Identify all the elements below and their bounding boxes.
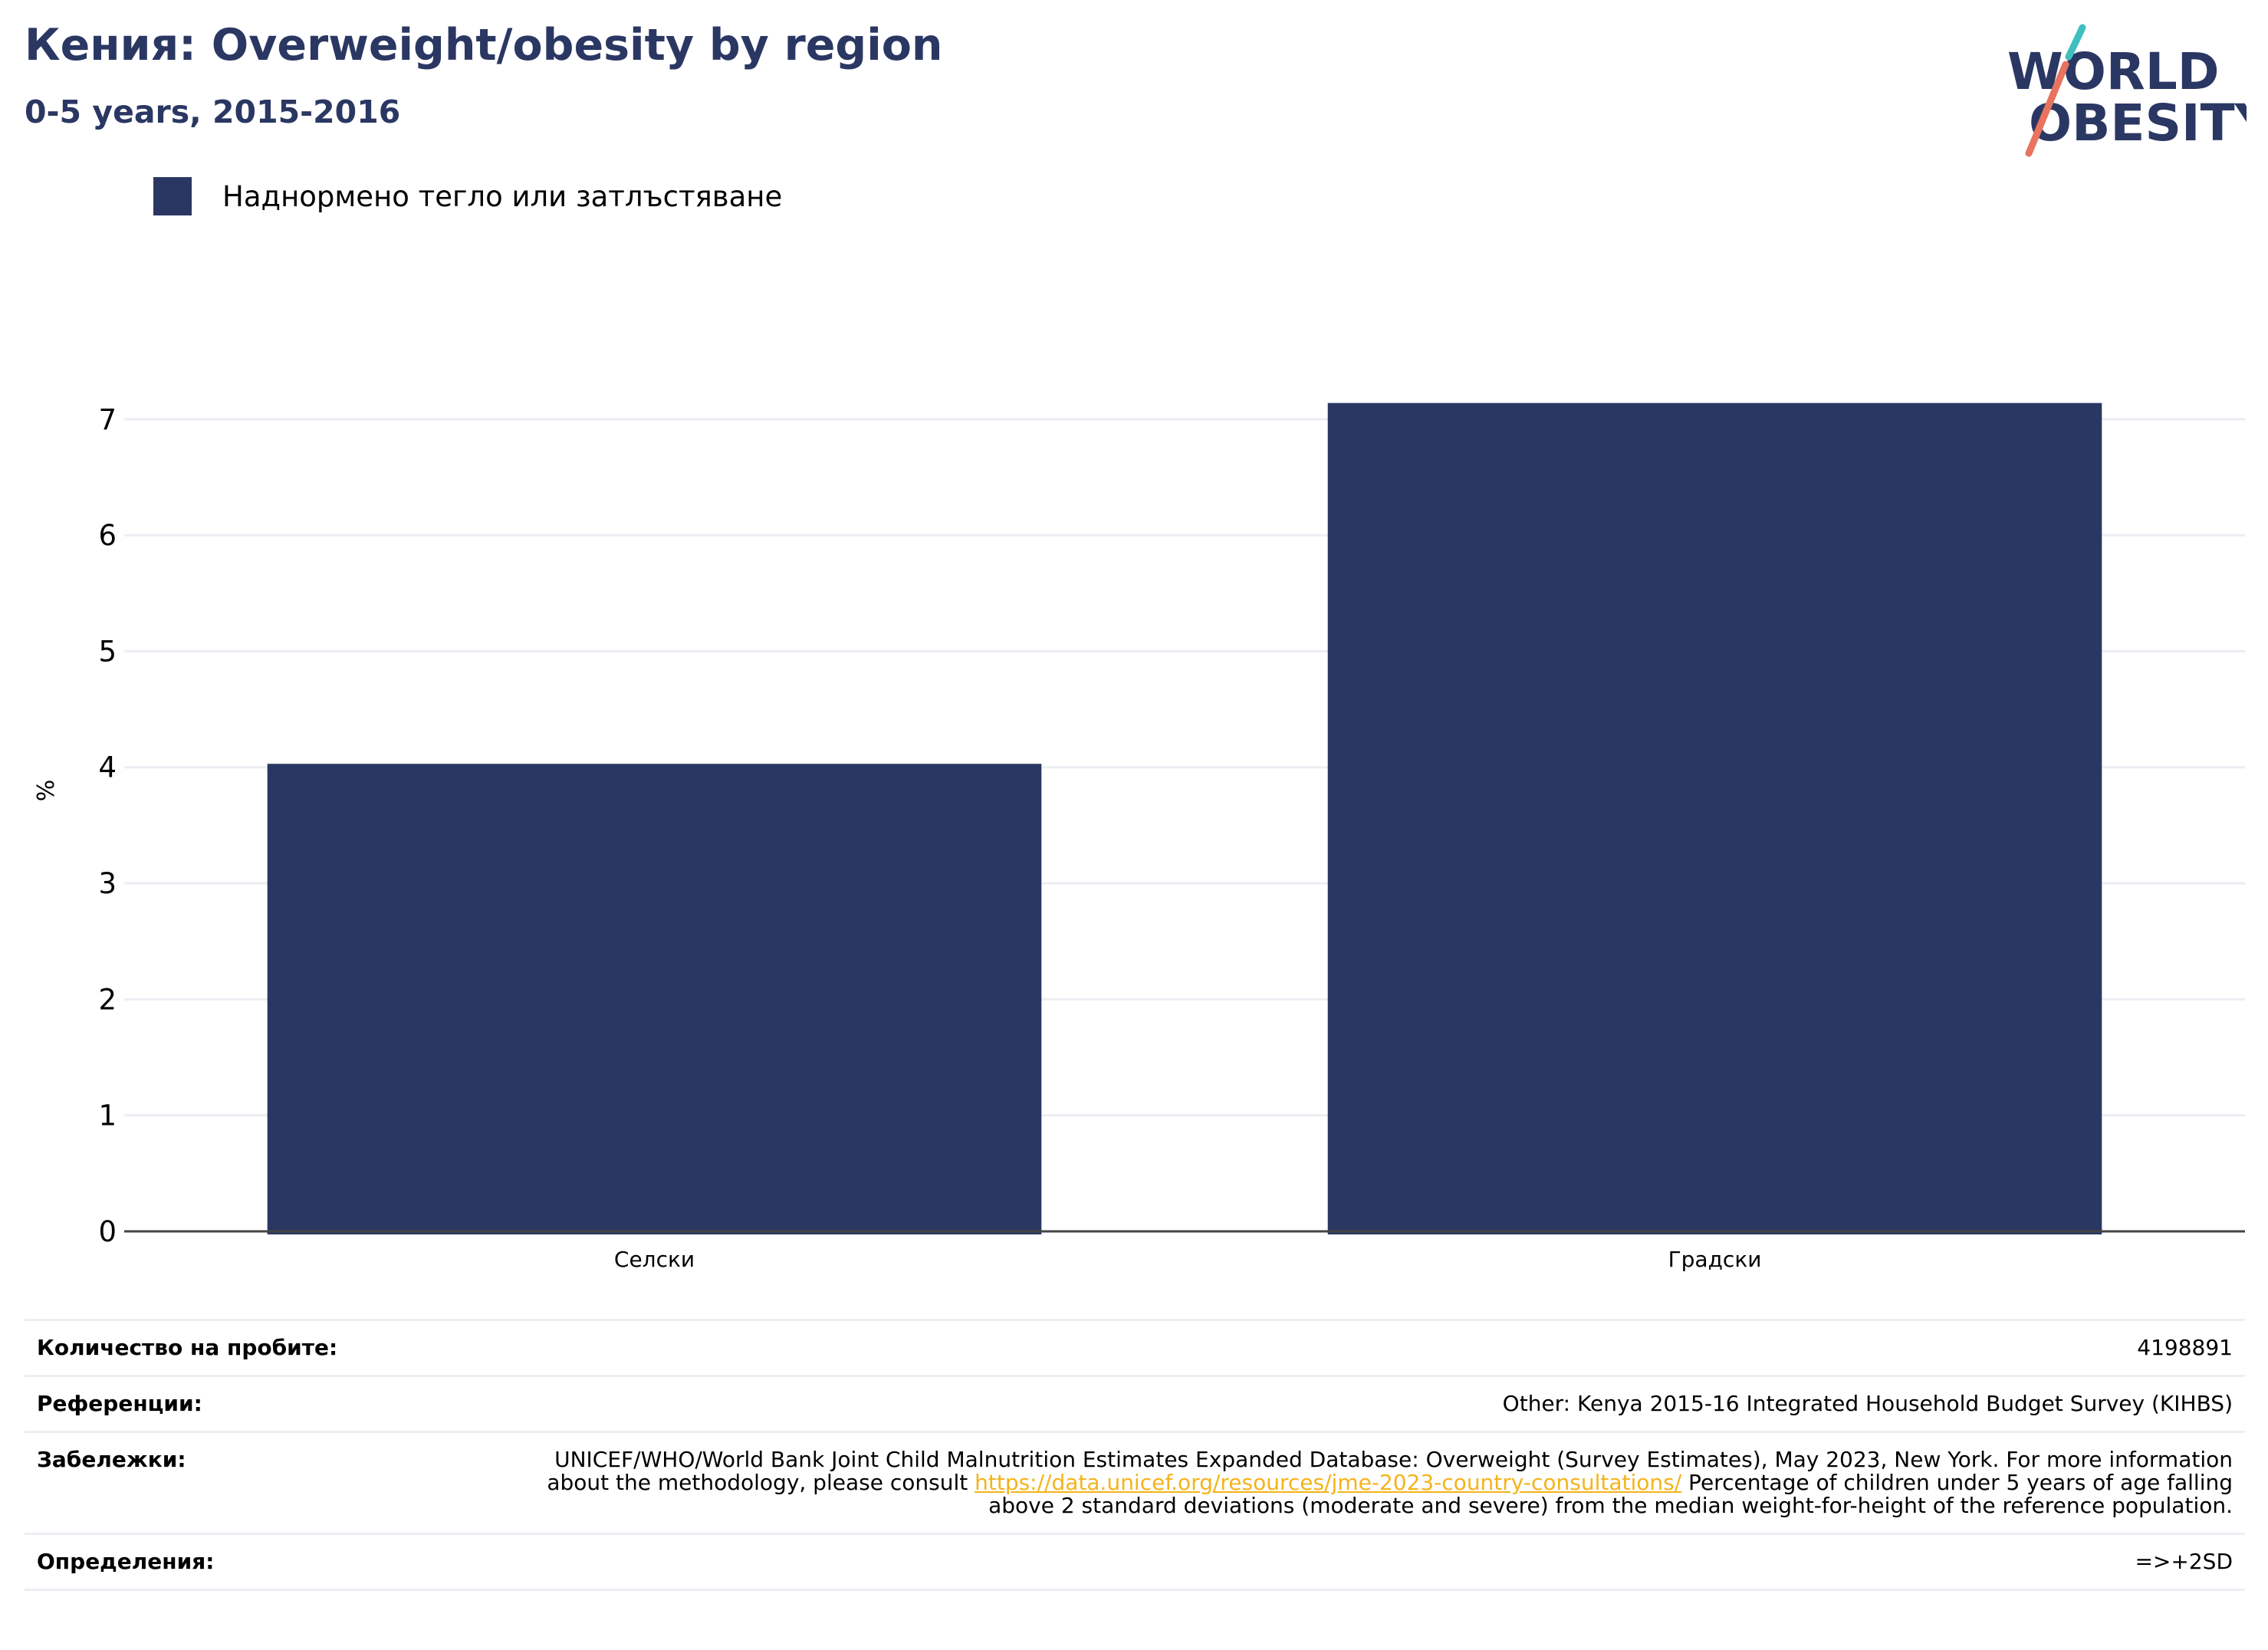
x-tick-label: Селски [614,1247,695,1272]
x-tick-label: Градски [1668,1247,1762,1272]
info-row-sample: Количество на пробите: 4198891 [25,1320,2245,1376]
y-tick-label: 6 [98,519,117,552]
world-obesity-logo: WORLD OBESITY [2007,24,2247,157]
info-row-definitions: Определения: =>+2SD [25,1533,2245,1590]
bar [1327,403,2102,1235]
y-tick-label: 4 [98,751,117,784]
definitions-value: =>+2SD [2135,1549,2233,1574]
y-tick-label: 2 [98,983,117,1016]
notes-link[interactable]: https://data.unicef.org/resources/jme-20… [975,1470,1682,1495]
sample-label: Количество на пробите: [37,1335,338,1360]
y-tick-label: 0 [98,1215,117,1248]
references-value: Other: Kenya 2015-16 Integrated Househol… [1502,1391,2233,1416]
notes-value: UNICEF/WHO/World Bank Joint Child Malnut… [478,1432,2245,1534]
legend-label: Наднормено тегло или затлъстяване [222,179,783,213]
info-row-references: Референции: Other: Kenya 2015-16 Integra… [25,1376,2245,1432]
y-tick-label: 7 [98,403,117,436]
svg-text:WORLD: WORLD [2007,42,2220,101]
y-axis-label: % [33,780,60,802]
info-row-notes: Забележки: UNICEF/WHO/World Bank Joint C… [25,1431,2245,1534]
bar [267,764,1042,1234]
y-tick-label: 5 [98,635,117,668]
notes-text-before: UNICEF/WHO/World Bank Joint Child Malnut… [547,1447,2233,1495]
definitions-label: Определения: [37,1549,215,1574]
svg-text:OBESITY: OBESITY [2029,94,2247,153]
references-label: Референции: [37,1391,202,1416]
info-table: Количество на пробите: 4198891 Референци… [25,1319,2245,1591]
legend-swatch [153,177,192,215]
y-tick-label: 3 [98,867,117,900]
sample-value: 4198891 [2137,1335,2233,1360]
bar-chart: 0 1 2 3 4 5 6 7 Селски Градски% [33,403,2245,1272]
notes-text-after: Percentage of children under 5 years of … [988,1470,2233,1518]
y-tick-label: 1 [98,1099,117,1132]
chart-title: Кения: Overweight/obesity by region [25,20,943,71]
chart-subtitle: 0-5 years, 2015-2016 [25,94,401,130]
chart-legend: Наднормено тегло или затлъстяване [153,176,782,216]
notes-label: Забележки: [37,1447,186,1472]
